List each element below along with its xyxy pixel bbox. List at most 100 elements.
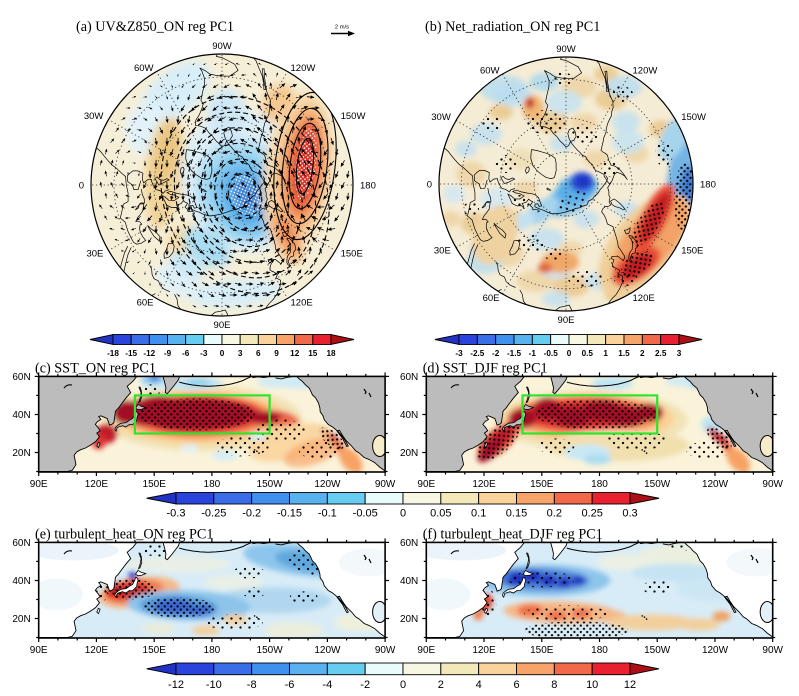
svg-text:30W: 30W — [84, 111, 104, 122]
svg-text:(a) UV&Z850_ON reg PC1: (a) UV&Z850_ON reg PC1 — [76, 19, 234, 35]
svg-text:20N: 20N — [12, 448, 30, 459]
svg-text:0.25: 0.25 — [581, 508, 602, 520]
svg-text:120E: 120E — [472, 479, 496, 490]
svg-text:(b) Net_radiation_ON reg PC1: (b) Net_radiation_ON reg PC1 — [425, 19, 600, 35]
svg-text:60E: 60E — [483, 293, 500, 304]
svg-text:-15: -15 — [125, 349, 137, 358]
svg-text:150E: 150E — [530, 479, 554, 490]
svg-text:20N: 20N — [400, 448, 418, 459]
svg-text:15: 15 — [308, 349, 318, 358]
svg-text:(f) turbulent_heat_DJF reg PC1: (f) turbulent_heat_DJF reg PC1 — [423, 527, 603, 543]
svg-text:-6: -6 — [285, 679, 295, 691]
svg-text:-0.15: -0.15 — [277, 508, 302, 520]
svg-text:150E: 150E — [143, 645, 167, 656]
svg-text:150W: 150W — [681, 112, 706, 123]
svg-text:-1.5: -1.5 — [507, 349, 522, 358]
svg-text:-2.5: -2.5 — [470, 349, 485, 358]
svg-text:-9: -9 — [164, 349, 172, 358]
svg-text:2: 2 — [640, 349, 645, 358]
svg-text:0.05: 0.05 — [430, 508, 451, 520]
svg-text:(d) SST_DJF reg PC1: (d) SST_DJF reg PC1 — [423, 361, 548, 377]
svg-text:120E: 120E — [633, 293, 655, 304]
svg-text:-10: -10 — [206, 679, 222, 691]
svg-text:-0.05: -0.05 — [353, 508, 378, 520]
svg-text:-2: -2 — [492, 349, 500, 358]
svg-text:-18: -18 — [107, 349, 119, 358]
svg-text:12: 12 — [290, 349, 300, 358]
svg-text:1: 1 — [603, 349, 608, 358]
svg-text:90E: 90E — [30, 645, 48, 656]
svg-text:(e) turbulent_heat_ON reg PC1: (e) turbulent_heat_ON reg PC1 — [35, 527, 213, 543]
svg-text:120E: 120E — [85, 645, 109, 656]
svg-text:-4: -4 — [322, 679, 332, 691]
svg-text:150E: 150E — [143, 479, 167, 490]
svg-text:-2: -2 — [360, 679, 370, 691]
svg-text:120E: 120E — [291, 298, 313, 309]
svg-text:40N: 40N — [12, 576, 30, 587]
svg-text:-12: -12 — [143, 349, 155, 358]
svg-text:8: 8 — [551, 679, 557, 691]
svg-text:-0.1: -0.1 — [318, 508, 337, 520]
svg-text:90W: 90W — [762, 479, 783, 490]
svg-text:-1: -1 — [529, 349, 537, 358]
svg-text:-3: -3 — [455, 349, 463, 358]
svg-text:40N: 40N — [12, 410, 30, 421]
svg-text:0: 0 — [79, 181, 84, 192]
svg-text:120E: 120E — [472, 645, 496, 656]
svg-text:150E: 150E — [530, 645, 554, 656]
svg-text:-12: -12 — [168, 679, 184, 691]
svg-text:0: 0 — [567, 349, 572, 358]
svg-text:-6: -6 — [182, 349, 190, 358]
svg-text:60N: 60N — [12, 372, 30, 383]
svg-text:150W: 150W — [257, 479, 284, 490]
svg-text:60W: 60W — [134, 63, 154, 74]
svg-text:0.15: 0.15 — [506, 508, 527, 520]
svg-text:0.1: 0.1 — [471, 508, 486, 520]
svg-text:0: 0 — [400, 679, 406, 691]
svg-text:12: 12 — [624, 679, 636, 691]
svg-text:180: 180 — [360, 181, 376, 192]
svg-text:9: 9 — [274, 349, 279, 358]
svg-text:18: 18 — [326, 349, 336, 358]
svg-text:-0.5: -0.5 — [544, 349, 559, 358]
svg-text:30W: 30W — [431, 112, 451, 123]
svg-text:30E: 30E — [86, 249, 103, 260]
svg-text:120W: 120W — [702, 645, 729, 656]
svg-text:180: 180 — [204, 479, 221, 490]
svg-text:90W: 90W — [375, 645, 396, 656]
svg-text:0: 0 — [427, 180, 432, 191]
svg-text:150W: 150W — [257, 645, 284, 656]
svg-text:20N: 20N — [400, 614, 418, 625]
svg-text:10: 10 — [586, 679, 598, 691]
svg-text:-0.25: -0.25 — [201, 508, 226, 520]
svg-text:180: 180 — [700, 180, 716, 191]
svg-text:(c) SST_ON reg PC1: (c) SST_ON reg PC1 — [35, 361, 156, 377]
svg-text:90E: 90E — [417, 479, 435, 490]
svg-text:90E: 90E — [214, 320, 231, 331]
svg-text:60N: 60N — [400, 538, 418, 549]
svg-text:40N: 40N — [400, 576, 418, 587]
svg-text:2: 2 — [438, 679, 444, 691]
svg-text:90W: 90W — [375, 479, 396, 490]
svg-text:120W: 120W — [291, 63, 316, 74]
svg-text:0.2: 0.2 — [547, 508, 562, 520]
svg-text:60N: 60N — [12, 538, 30, 549]
svg-text:120W: 120W — [702, 479, 729, 490]
svg-text:1.5: 1.5 — [618, 349, 630, 358]
svg-text:6: 6 — [513, 679, 519, 691]
svg-text:90E: 90E — [558, 315, 575, 326]
svg-text:40N: 40N — [400, 410, 418, 421]
svg-text:2.5: 2.5 — [655, 349, 667, 358]
svg-text:0.3: 0.3 — [622, 508, 637, 520]
svg-text:90W: 90W — [212, 41, 232, 52]
svg-text:-0.2: -0.2 — [242, 508, 261, 520]
svg-text:90W: 90W — [556, 44, 576, 55]
svg-text:0.5: 0.5 — [582, 349, 594, 358]
svg-text:120W: 120W — [633, 65, 658, 76]
svg-text:4: 4 — [476, 679, 482, 691]
svg-text:120W: 120W — [314, 479, 341, 490]
svg-text:120W: 120W — [314, 645, 341, 656]
svg-text:180: 180 — [591, 645, 608, 656]
svg-text:150E: 150E — [681, 246, 703, 257]
svg-text:0: 0 — [400, 508, 406, 520]
